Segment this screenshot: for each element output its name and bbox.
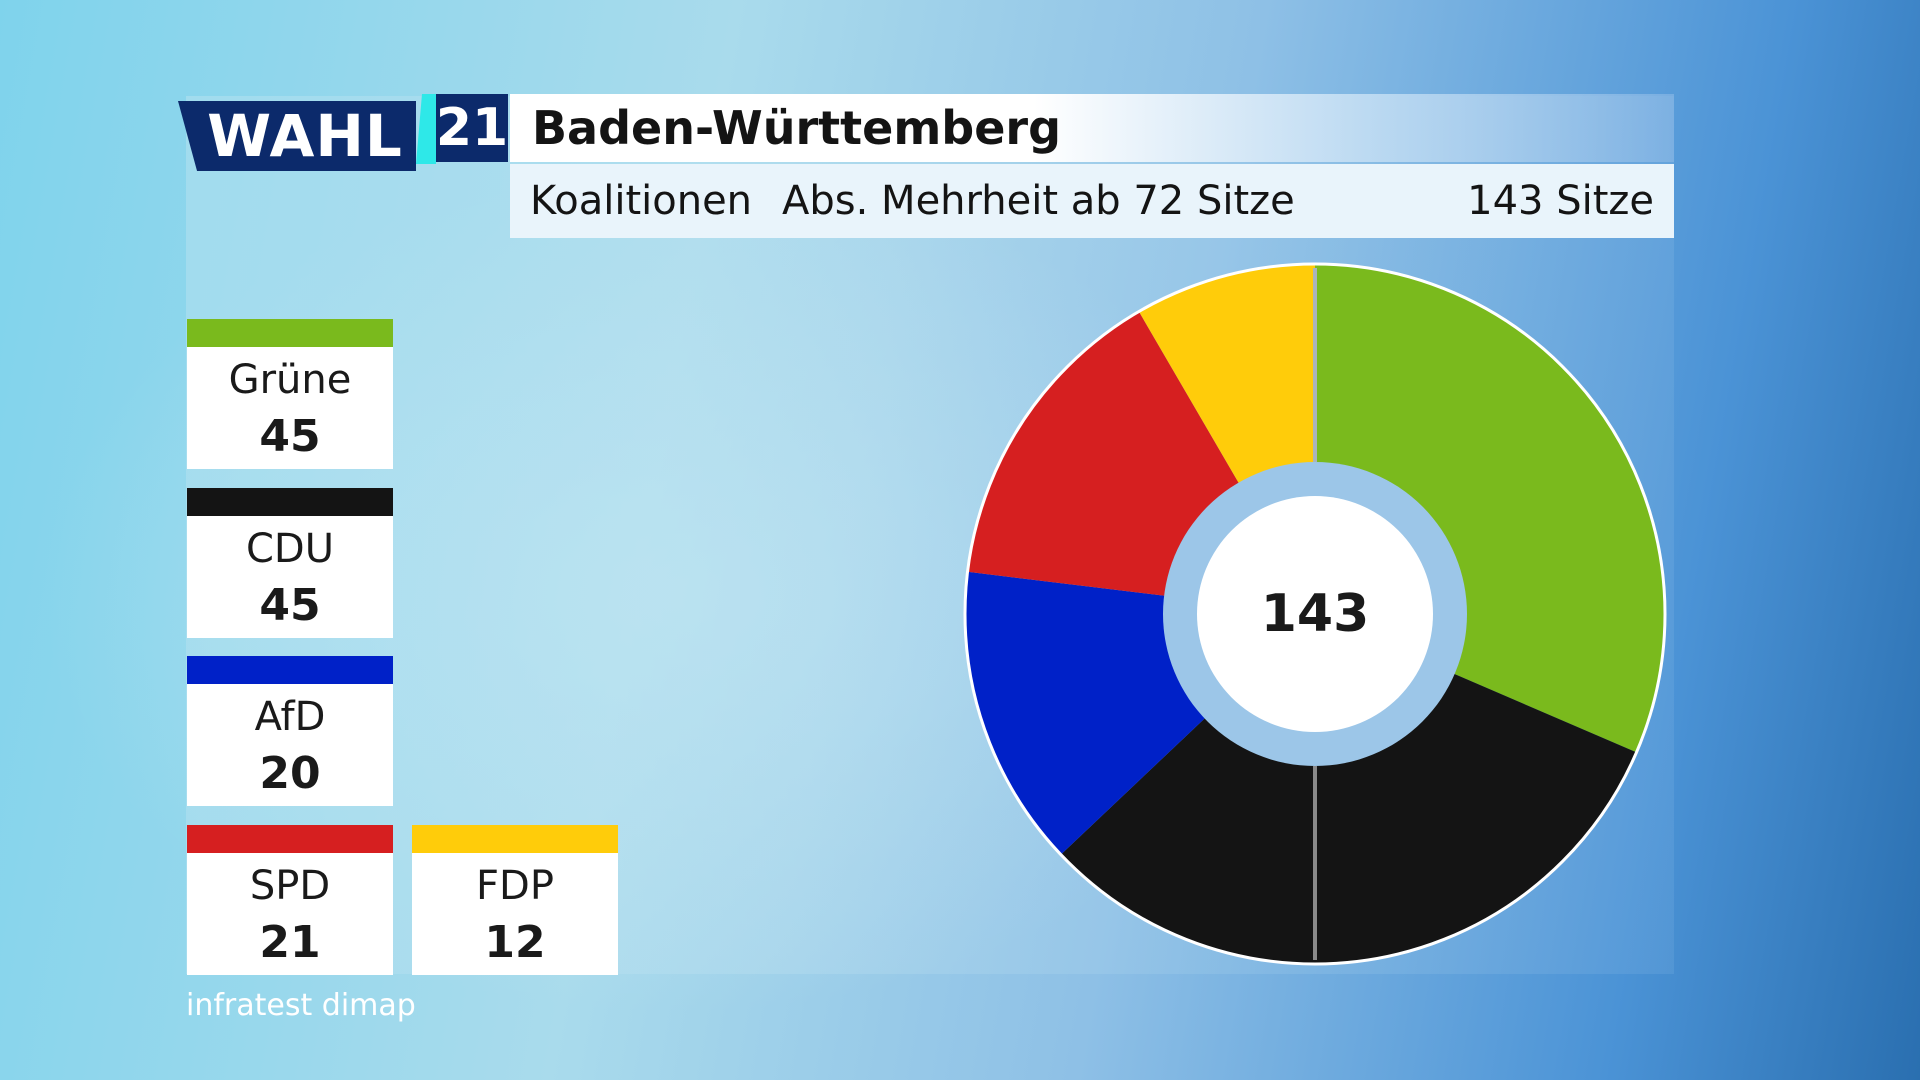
donut-center-label: 143 [1261,584,1370,644]
